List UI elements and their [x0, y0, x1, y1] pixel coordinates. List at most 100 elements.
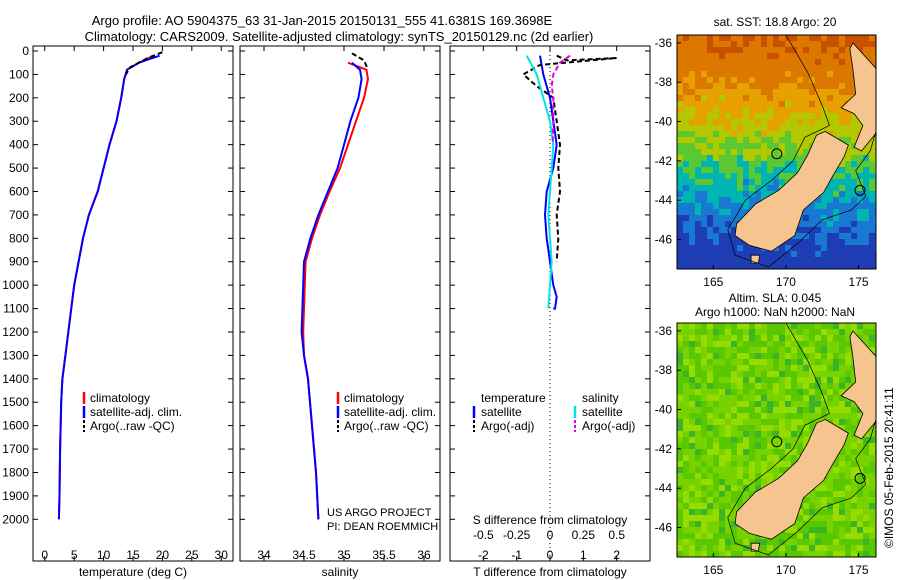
map-cell: [731, 371, 737, 377]
map-cell: [701, 125, 707, 131]
map-cell: [707, 497, 713, 503]
sla-map: 165 170 175-36-38-40-42-44-46: [655, 322, 877, 577]
map-cell: [689, 59, 695, 65]
map-cell: [749, 185, 755, 191]
map-cell: [677, 215, 683, 221]
map-cell: [719, 491, 725, 497]
map-cell: [809, 71, 815, 77]
map-cell: [767, 473, 773, 479]
map-cell: [725, 395, 731, 401]
map-cell: [725, 215, 731, 221]
map-cell: [677, 455, 683, 461]
map-cell: [755, 53, 761, 59]
map-cell: [809, 347, 815, 353]
map-cell: [785, 539, 791, 545]
map-cell: [821, 95, 827, 101]
map-cell: [773, 53, 779, 59]
map-cell: [707, 137, 713, 143]
map-cell: [833, 347, 839, 353]
map-cell: [869, 461, 875, 467]
map-cell: [839, 203, 845, 209]
map-cell: [725, 485, 731, 491]
map-cell: [731, 179, 737, 185]
map-cell: [785, 125, 791, 131]
map-cell: [743, 401, 749, 407]
map-cell: [767, 365, 773, 371]
map-cell: [773, 257, 779, 263]
map-cell: [833, 227, 839, 233]
header-line1: Argo profile: AO 5904375_63 31-Jan-2015 …: [92, 13, 553, 28]
map-cell: [743, 113, 749, 119]
map-cell: [797, 65, 803, 71]
map-cell: [713, 365, 719, 371]
map-cell: [827, 383, 833, 389]
map-cell: [779, 113, 785, 119]
map-cell: [689, 215, 695, 221]
map-cell: [689, 161, 695, 167]
map-cell: [719, 215, 725, 221]
map-cell: [695, 71, 701, 77]
map-cell: [731, 41, 737, 47]
map-cell: [869, 239, 875, 245]
map-cell: [755, 149, 761, 155]
map-cell: [821, 539, 827, 545]
depth-tick-label: 300: [9, 114, 29, 128]
map-lon-label: 170: [776, 275, 796, 289]
map-cell: [737, 257, 743, 263]
map-cell: [839, 209, 845, 215]
map-cell: [857, 539, 863, 545]
map-cell: [719, 425, 725, 431]
map-cell: [797, 341, 803, 347]
map-cell: [809, 53, 815, 59]
map-cell: [833, 461, 839, 467]
map-cell: [695, 185, 701, 191]
map-cell: [845, 257, 851, 263]
map-cell: [713, 527, 719, 533]
map-cell: [809, 509, 815, 515]
map-cell: [677, 137, 683, 143]
map-cell: [791, 65, 797, 71]
map-cell: [689, 233, 695, 239]
map-cell: [779, 149, 785, 155]
map-cell: [713, 443, 719, 449]
map-cell: [821, 533, 827, 539]
map-cell: [737, 167, 743, 173]
map-cell: [779, 431, 785, 437]
map-cell: [761, 119, 767, 125]
map-cell: [683, 83, 689, 89]
map-cell: [695, 251, 701, 257]
map-cell: [779, 173, 785, 179]
map-cell: [707, 527, 713, 533]
map-cell: [797, 137, 803, 143]
map-cell: [773, 41, 779, 47]
map-cell: [863, 527, 869, 533]
map-cell: [785, 95, 791, 101]
map-cell: [761, 101, 767, 107]
map-cell: [707, 323, 713, 329]
depth-tick-label: 1600: [2, 419, 29, 433]
map-cell: [791, 257, 797, 263]
map-cell: [743, 467, 749, 473]
map-cell: [851, 185, 857, 191]
map-cell: [803, 101, 809, 107]
temperature-legend: climatology satellite-adj. clim. Argo(..…: [82, 391, 182, 433]
map-cell: [749, 203, 755, 209]
map-cell: [791, 329, 797, 335]
map-cell: [845, 545, 851, 551]
map-cell: [743, 461, 749, 467]
map-cell: [725, 551, 731, 557]
map-cell: [689, 89, 695, 95]
temperature-xlabel: temperature (deg C): [79, 565, 187, 579]
map-cell: [725, 245, 731, 251]
map-cell: [833, 341, 839, 347]
map-cell: [725, 329, 731, 335]
map-cell: [713, 509, 719, 515]
map-cell: [809, 257, 815, 263]
map-cell: [695, 527, 701, 533]
map-cell: [689, 461, 695, 467]
map-cell: [767, 191, 773, 197]
map-cell: [773, 353, 779, 359]
map-cell: [767, 89, 773, 95]
map-cell: [797, 377, 803, 383]
map-cell: [803, 263, 809, 269]
